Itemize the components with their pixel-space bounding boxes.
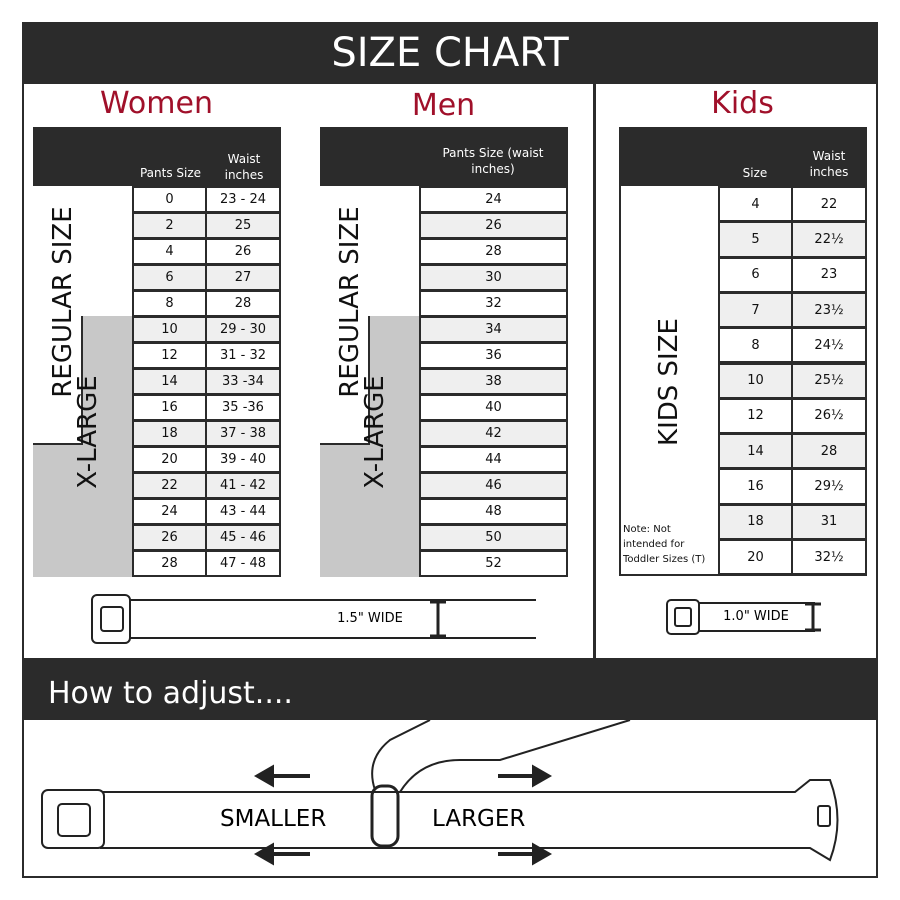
- pants-size-cell: 14: [134, 370, 205, 393]
- pants-size-cell: 28: [134, 552, 205, 575]
- kids-size-cell: 18: [720, 505, 791, 538]
- pants-size-cell: 2: [134, 214, 205, 237]
- pants-size-cell: 20: [134, 448, 205, 471]
- pants-size-cell: 30: [421, 266, 566, 289]
- pants-size-cell: 48: [421, 500, 566, 523]
- waist-cell: 28: [207, 292, 279, 315]
- waist-cell: 26: [207, 240, 279, 263]
- pants-size-cell: 22: [134, 474, 205, 497]
- kids-waist-cell: 22: [793, 188, 865, 221]
- x-large-label: X-LARGE: [360, 375, 390, 489]
- pants-size-cell: 16: [134, 396, 205, 419]
- pants-size-cell: 4: [134, 240, 205, 263]
- waist-cell: 27: [207, 266, 279, 289]
- pants-size-cell: 8: [134, 292, 205, 315]
- pants-size-cell: 42: [421, 422, 566, 445]
- waist-cell: 41 - 42: [207, 474, 279, 497]
- pants-size-cell: 38: [421, 370, 566, 393]
- pants-size-cell: 52: [421, 552, 566, 575]
- kids-size-cell: 4: [720, 188, 791, 221]
- men-table: Pants Size (waist inches) REGULAR SIZE X…: [320, 127, 568, 577]
- waist-cell: 29 - 30: [207, 318, 279, 341]
- men-heading: Men: [411, 88, 476, 123]
- waist-cell: 43 - 44: [207, 500, 279, 523]
- waist-cell: 47 - 48: [207, 552, 279, 575]
- waist-cell: 31 - 32: [207, 344, 279, 367]
- kids-table: Size Waist inches KIDS SIZE Note: Not in…: [619, 127, 867, 576]
- kids-note: Note: Not intended for Toddler Sizes (T): [623, 524, 706, 565]
- waist-cell: 35 -36: [207, 396, 279, 419]
- pants-size-cell: 50: [421, 526, 566, 549]
- kids-size-cell: 7: [720, 293, 791, 327]
- waist-cell: 33 -34: [207, 370, 279, 393]
- pants-size-cell: 44: [421, 448, 566, 471]
- kids-size-cell: 5: [720, 223, 791, 256]
- pants-size-cell: 28: [421, 240, 566, 263]
- kids-size-cell: 14: [720, 435, 791, 468]
- kids-waist-cell: 32½: [793, 541, 865, 574]
- kids-size-cell: 12: [720, 399, 791, 433]
- kids-size-cell: 10: [720, 364, 791, 397]
- kids-waist-cell: 23: [793, 258, 865, 291]
- women-table: Pants Size Waist inches REGULAR SIZE X-L…: [33, 127, 281, 577]
- kids-heading: Kids: [711, 86, 774, 121]
- kids-waist-cell: 28: [793, 435, 865, 468]
- col-header: Size: [742, 166, 768, 180]
- waist-cell: 45 - 46: [207, 526, 279, 549]
- kids-size-cell: 16: [720, 470, 791, 503]
- adjust-heading: How to adjust....: [22, 658, 878, 720]
- pants-size-cell: 46: [421, 474, 566, 497]
- smaller-label: SMALLER: [220, 806, 327, 832]
- kids-waist-cell: 29½: [793, 470, 865, 503]
- waist-cell: 25: [207, 214, 279, 237]
- kids-waist-cell: 26½: [793, 399, 865, 433]
- waist-cell: 23 - 24: [207, 188, 279, 211]
- pants-size-cell: 34: [421, 318, 566, 341]
- belt-1-5-illustration: [91, 594, 536, 644]
- pants-size-cell: 6: [134, 266, 205, 289]
- belt-width-label: 1.5" WIDE: [337, 611, 403, 626]
- kids-waist-cell: 24½: [793, 329, 865, 362]
- pants-size-cell: 24: [421, 188, 566, 211]
- pants-size-cell: 26: [134, 526, 205, 549]
- kids-size-cell: 8: [720, 329, 791, 362]
- x-large-label: X-LARGE: [73, 375, 103, 489]
- col-header: Waist inches: [809, 149, 849, 179]
- pants-size-cell: 24: [134, 500, 205, 523]
- pants-size-cell: 36: [421, 344, 566, 367]
- kids-waist-cell: 23½: [793, 293, 865, 327]
- col-header: Waist inches: [224, 152, 264, 182]
- kids-belt-width-label: 1.0" WIDE: [723, 609, 789, 624]
- kids-waist-cell: 31: [793, 505, 865, 538]
- pants-size-cell: 0: [134, 188, 205, 211]
- pants-size-cell: 40: [421, 396, 566, 419]
- pants-size-cell: 10: [134, 318, 205, 341]
- pants-size-cell: 32: [421, 292, 566, 315]
- page-title: SIZE CHART: [22, 22, 878, 84]
- col-header: Pants Size: [139, 166, 202, 180]
- kids-waist-cell: 25½: [793, 364, 865, 397]
- larger-label: LARGER: [432, 806, 526, 832]
- waist-cell: 37 - 38: [207, 422, 279, 445]
- pants-size-cell: 12: [134, 344, 205, 367]
- adjust-belt-illustration: [41, 720, 839, 866]
- kids-size-cell: 20: [720, 541, 791, 574]
- pants-size-cell: 18: [134, 422, 205, 445]
- women-heading: Women: [100, 86, 213, 121]
- kids-size-cell: 6: [720, 258, 791, 291]
- kids-size-label: KIDS SIZE: [654, 318, 684, 446]
- kids-waist-cell: 22½: [793, 223, 865, 256]
- waist-cell: 39 - 40: [207, 448, 279, 471]
- col-header: Pants Size (waist inches): [442, 146, 544, 176]
- pants-size-cell: 26: [421, 214, 566, 237]
- belt-1-0-illustration: [666, 599, 821, 635]
- divider: [593, 84, 596, 659]
